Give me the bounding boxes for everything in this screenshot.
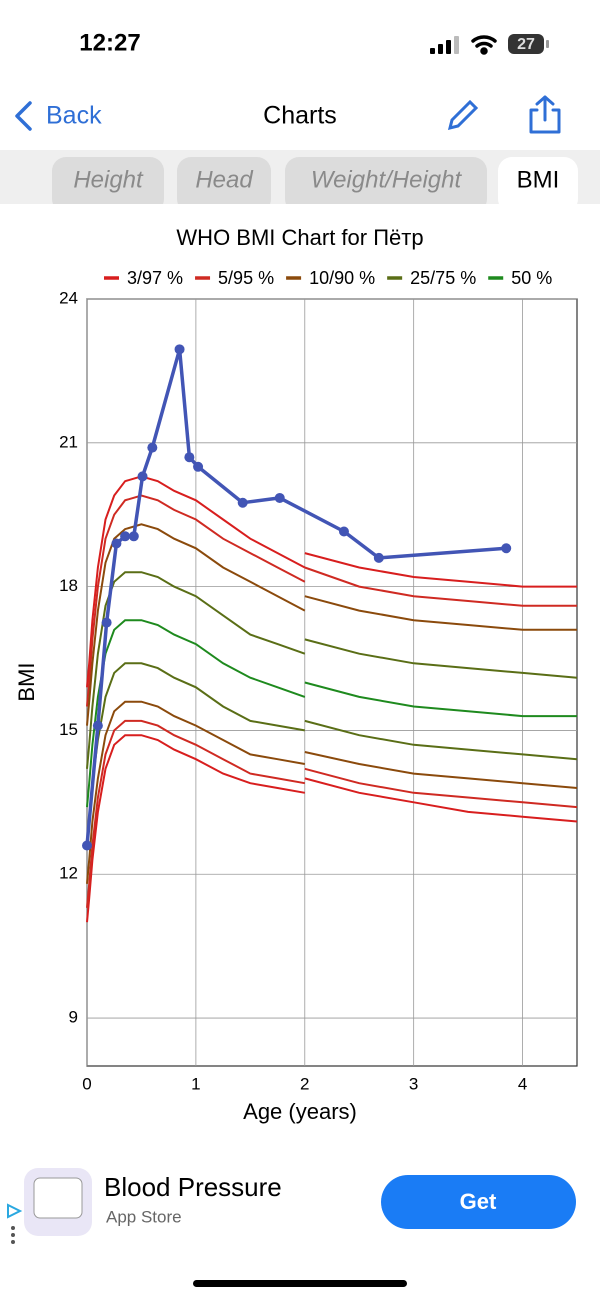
- measurement-point[interactable]: [237, 497, 248, 508]
- measurement-point[interactable]: [101, 617, 112, 628]
- back-chevron[interactable]: [15, 101, 32, 131]
- signal-icon: [430, 36, 459, 54]
- battery-icon: [508, 34, 544, 54]
- tab[interactable]: [177, 157, 271, 213]
- measurement-point[interactable]: [82, 840, 92, 851]
- measurement-point[interactable]: [274, 492, 285, 503]
- tab-label[interactable]: Head: [195, 166, 253, 193]
- nav-title: Charts: [263, 102, 337, 130]
- chart-title: WHO BMI Chart for Пётр: [176, 225, 423, 250]
- legend-label: 25/75 %: [410, 268, 476, 288]
- battery-level: 27: [517, 36, 535, 53]
- y-tick-label: 12: [59, 864, 78, 883]
- ad-get-button[interactable]: [381, 1175, 576, 1229]
- x-tick-label: 3: [409, 1074, 418, 1093]
- y-axis-label: BMI: [14, 662, 39, 701]
- chart: WHO BMI Chart for Пётр BMI Age (years) 9…: [14, 225, 578, 1124]
- plot-frame: [86, 298, 578, 1067]
- tab[interactable]: [285, 157, 487, 213]
- measurement-line: [85, 347, 507, 846]
- tab-label[interactable]: BMI: [517, 166, 560, 193]
- measurement-point[interactable]: [111, 538, 122, 549]
- ad-subtitle: App Store: [106, 1207, 182, 1226]
- x-tick-label: 2: [300, 1074, 309, 1093]
- measurement-point[interactable]: [92, 720, 103, 731]
- legend-label: 10/90 %: [309, 268, 375, 288]
- edit-button[interactable]: [447, 99, 479, 131]
- y-tick-label: 15: [59, 720, 78, 739]
- ad-menu-dots[interactable]: [11, 1226, 15, 1244]
- x-tick-label: 1: [191, 1074, 200, 1093]
- measurement-point[interactable]: [147, 442, 158, 453]
- measurement-point[interactable]: [184, 452, 195, 463]
- legend-label: 3/97 %: [127, 268, 183, 288]
- y-tick-label: 18: [59, 576, 78, 595]
- ad-get-label[interactable]: Get: [460, 1189, 497, 1214]
- battery-tip: [546, 40, 549, 48]
- percentile-line: [86, 523, 577, 726]
- tab-selected[interactable]: [498, 157, 578, 213]
- measurement-point[interactable]: [373, 552, 384, 563]
- legend-label: 5/95 %: [218, 268, 274, 288]
- x-axis-label: Age (years): [243, 1099, 357, 1124]
- measurement-point[interactable]: [120, 531, 131, 542]
- percentile-line: [86, 700, 578, 884]
- measurement-point[interactable]: [501, 543, 512, 554]
- percentile-line: [86, 719, 578, 908]
- y-tick-label: 24: [59, 288, 78, 307]
- wifi-icon: [471, 35, 497, 55]
- back-button[interactable]: Back: [46, 102, 102, 130]
- measurement-point[interactable]: [338, 526, 349, 537]
- ad-title[interactable]: Blood Pressure: [104, 1172, 282, 1202]
- tab[interactable]: [52, 157, 164, 213]
- x-tick-label: 4: [518, 1074, 527, 1093]
- tab-label[interactable]: Weight/Height: [311, 166, 463, 193]
- measurement-point[interactable]: [174, 344, 185, 355]
- percentile-line: [86, 734, 578, 923]
- tab-label[interactable]: Height: [73, 166, 144, 193]
- measurement-point[interactable]: [137, 471, 148, 482]
- y-tick-label: 9: [69, 1008, 78, 1027]
- measurement-point[interactable]: [193, 461, 204, 472]
- x-tick-label: 0: [82, 1074, 91, 1093]
- home-indicator: [193, 1280, 407, 1287]
- percentile-line: [86, 571, 578, 769]
- ad-app-icon-screen: [33, 1177, 83, 1219]
- legend-label: 50 %: [511, 268, 552, 288]
- y-tick-label: 21: [59, 432, 78, 451]
- ad-choices-icon[interactable]: [7, 1203, 23, 1219]
- status-time: 12:27: [79, 29, 140, 56]
- share-button[interactable]: [529, 95, 561, 134]
- measurement-point[interactable]: [128, 531, 139, 542]
